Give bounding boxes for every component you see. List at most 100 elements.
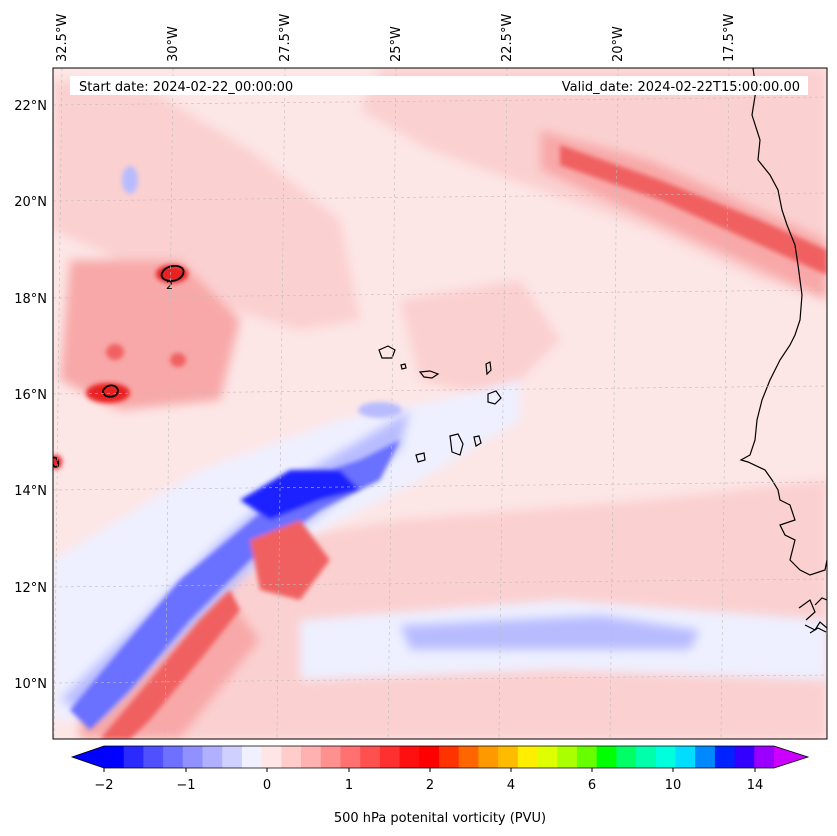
pv-red-jet-core — [560, 145, 827, 275]
cb-tick-label: 1 — [345, 778, 353, 793]
pv-blue-blob-1 — [122, 166, 138, 194]
colorbar-segment — [557, 746, 578, 768]
island-sao-vicente — [400, 363, 407, 370]
colorbar-segment — [379, 746, 401, 768]
map-gridlines — [53, 68, 827, 739]
pv-red-blob-2 — [86, 383, 130, 403]
lon-label: 25°W — [389, 26, 404, 62]
pv-blue-filament — [70, 440, 400, 730]
lon-label: 32.5°W — [55, 14, 70, 62]
pv-blue-core — [240, 470, 360, 520]
colorbar-segment — [301, 746, 322, 768]
cb-tick-label: 6 — [588, 778, 596, 793]
lat-label: 18°N — [14, 292, 47, 307]
island-maio — [473, 435, 482, 447]
meridian-gridline — [276, 68, 286, 739]
cb-tick-label: 14 — [747, 778, 764, 793]
cb-tick-label: 2 — [426, 778, 434, 793]
lat-label: 20°N — [14, 195, 47, 210]
colorbar-segment — [399, 746, 420, 768]
colorbar-segment — [143, 746, 164, 768]
meridian-gridline — [609, 68, 619, 739]
colorbar-title: 500 hPa potenital vorticity (PVU) — [334, 811, 546, 826]
date-header: Start date: 2024-02-22_00:00:00 Valid_da… — [70, 76, 808, 95]
date-header-box — [70, 76, 808, 95]
cb-tick-label: −2 — [94, 778, 113, 793]
island-santo-antao — [378, 345, 396, 359]
island-sao-nicolau — [418, 370, 440, 379]
pv-red-filament — [100, 590, 240, 739]
meridian-gridline — [720, 68, 730, 739]
cb-tick-label: 10 — [665, 778, 682, 793]
meridian-gridline — [53, 68, 63, 739]
colorbar-segment — [182, 746, 204, 768]
contour-label: 2 — [166, 279, 173, 292]
pv-patch-center — [400, 280, 560, 400]
colorbar-segment — [636, 746, 657, 768]
africa-coastline — [739, 68, 827, 576]
colorbar-segment — [202, 746, 223, 768]
colorbar-ticks — [103, 768, 756, 772]
colorbar-segment — [576, 746, 598, 768]
meridian-gridline — [164, 68, 174, 739]
colorbar-segment — [596, 746, 617, 768]
lon-label: 27.5°W — [278, 14, 293, 62]
pv-blue-blob-2 — [358, 402, 402, 418]
valid-date-label: Valid_date: 2024-02-22T15:00:00.00 — [562, 80, 800, 95]
pv-strong-features — [53, 145, 827, 739]
longitude-labels: 32.5°W 30°W 27.5°W 25°W 22.5°W 20°W 17.5… — [55, 14, 737, 62]
colorbar-segment — [241, 746, 263, 768]
colorbar-segment — [537, 746, 558, 768]
pv-mid-blue-south — [400, 615, 700, 650]
lat-label: 12°N — [14, 581, 47, 596]
colorbar-segment — [281, 746, 302, 768]
island-santiago — [449, 433, 464, 456]
pv-band-west — [53, 80, 360, 330]
cb-tick-label: 0 — [263, 778, 271, 793]
pv-red-blob-3 — [106, 344, 124, 360]
lat-label: 10°N — [14, 677, 47, 692]
pv-west-core-pink — [60, 260, 240, 410]
coastlines — [378, 68, 827, 634]
colorbar-segment — [222, 746, 243, 768]
colorbar-segment — [458, 746, 479, 768]
colorbar-segment — [714, 746, 736, 768]
colorbar-segment — [498, 746, 519, 768]
colorbar-tick-labels: −2 −1 0 1 2 4 6 10 14 — [94, 778, 763, 793]
colorbar-segment — [734, 746, 755, 768]
colorbar-segment — [439, 746, 460, 768]
island-boa-vista — [487, 390, 502, 405]
island-fogo — [415, 452, 426, 463]
pv-contour-3 — [53, 456, 60, 468]
africa-coastline-south — [798, 597, 827, 634]
lat-label: 14°N — [14, 484, 47, 499]
island-sal — [485, 361, 492, 376]
colorbar-segment — [695, 746, 716, 768]
map-panel: 2 Start date: 2024-02-22_00:00:00 Valid_… — [14, 14, 828, 740]
pv-red-filament-2 — [250, 520, 330, 600]
colorbar-segment — [754, 746, 775, 768]
map-frame — [52, 67, 828, 740]
colorbar-segment — [655, 746, 676, 768]
colorbar-segment — [360, 746, 381, 768]
cb-tick-label: −1 — [176, 778, 195, 793]
lon-label: 22.5°W — [500, 14, 515, 62]
meridian-gridline — [498, 68, 508, 739]
colorbar-segment — [478, 746, 499, 768]
colorbar-segment — [340, 746, 361, 768]
lat-label: 16°N — [14, 388, 47, 403]
pv-field: 2 — [53, 68, 827, 739]
colorbar-arrow-low — [72, 746, 104, 768]
meridian-gridline — [387, 68, 397, 739]
colorbar-segments — [104, 746, 775, 768]
colorbar-segment — [163, 746, 184, 768]
colorbar-segment — [675, 746, 696, 768]
colorbar-segment — [123, 746, 144, 768]
lat-label: 22°N — [14, 99, 47, 114]
lon-label: 17.5°W — [722, 14, 737, 62]
colorbar-segment — [517, 746, 539, 768]
start-date-label: Start date: 2024-02-22_00:00:00 — [79, 80, 293, 95]
colorbar-segment — [616, 746, 637, 768]
colorbar-segment — [320, 746, 341, 768]
pv-pale-blue-band — [53, 380, 520, 720]
